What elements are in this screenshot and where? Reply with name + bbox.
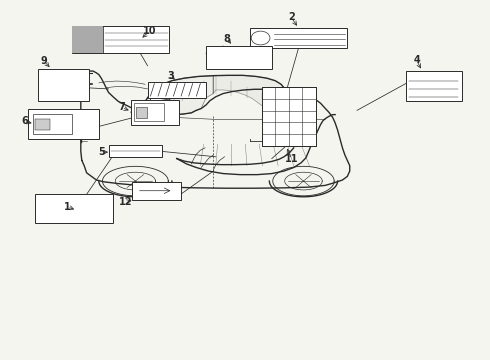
Bar — [262, 87, 316, 146]
Bar — [38, 69, 89, 102]
Bar — [147, 82, 206, 98]
Bar — [72, 26, 103, 53]
Text: 11: 11 — [285, 154, 298, 164]
Bar — [136, 107, 147, 118]
Text: 4: 4 — [413, 55, 420, 65]
Bar — [250, 28, 347, 48]
Text: 6: 6 — [22, 116, 28, 126]
Text: 1: 1 — [64, 202, 71, 212]
Bar — [150, 95, 170, 103]
Bar — [134, 103, 164, 121]
Bar — [33, 114, 72, 134]
Bar — [28, 109, 99, 139]
Text: 10: 10 — [143, 26, 157, 36]
Text: 9: 9 — [41, 57, 48, 66]
Polygon shape — [213, 75, 290, 111]
Text: 8: 8 — [223, 33, 230, 44]
Bar — [130, 100, 179, 125]
Text: 2: 2 — [288, 13, 294, 22]
Bar — [406, 71, 462, 102]
Bar — [206, 46, 272, 69]
Bar — [35, 120, 49, 130]
Bar — [109, 145, 162, 157]
Polygon shape — [140, 76, 213, 115]
Bar — [35, 194, 114, 223]
Text: 5: 5 — [98, 147, 105, 157]
Text: 3: 3 — [168, 71, 174, 81]
Text: 7: 7 — [119, 103, 125, 112]
Text: 12: 12 — [119, 197, 132, 207]
Bar — [72, 26, 170, 53]
Bar — [132, 182, 181, 200]
